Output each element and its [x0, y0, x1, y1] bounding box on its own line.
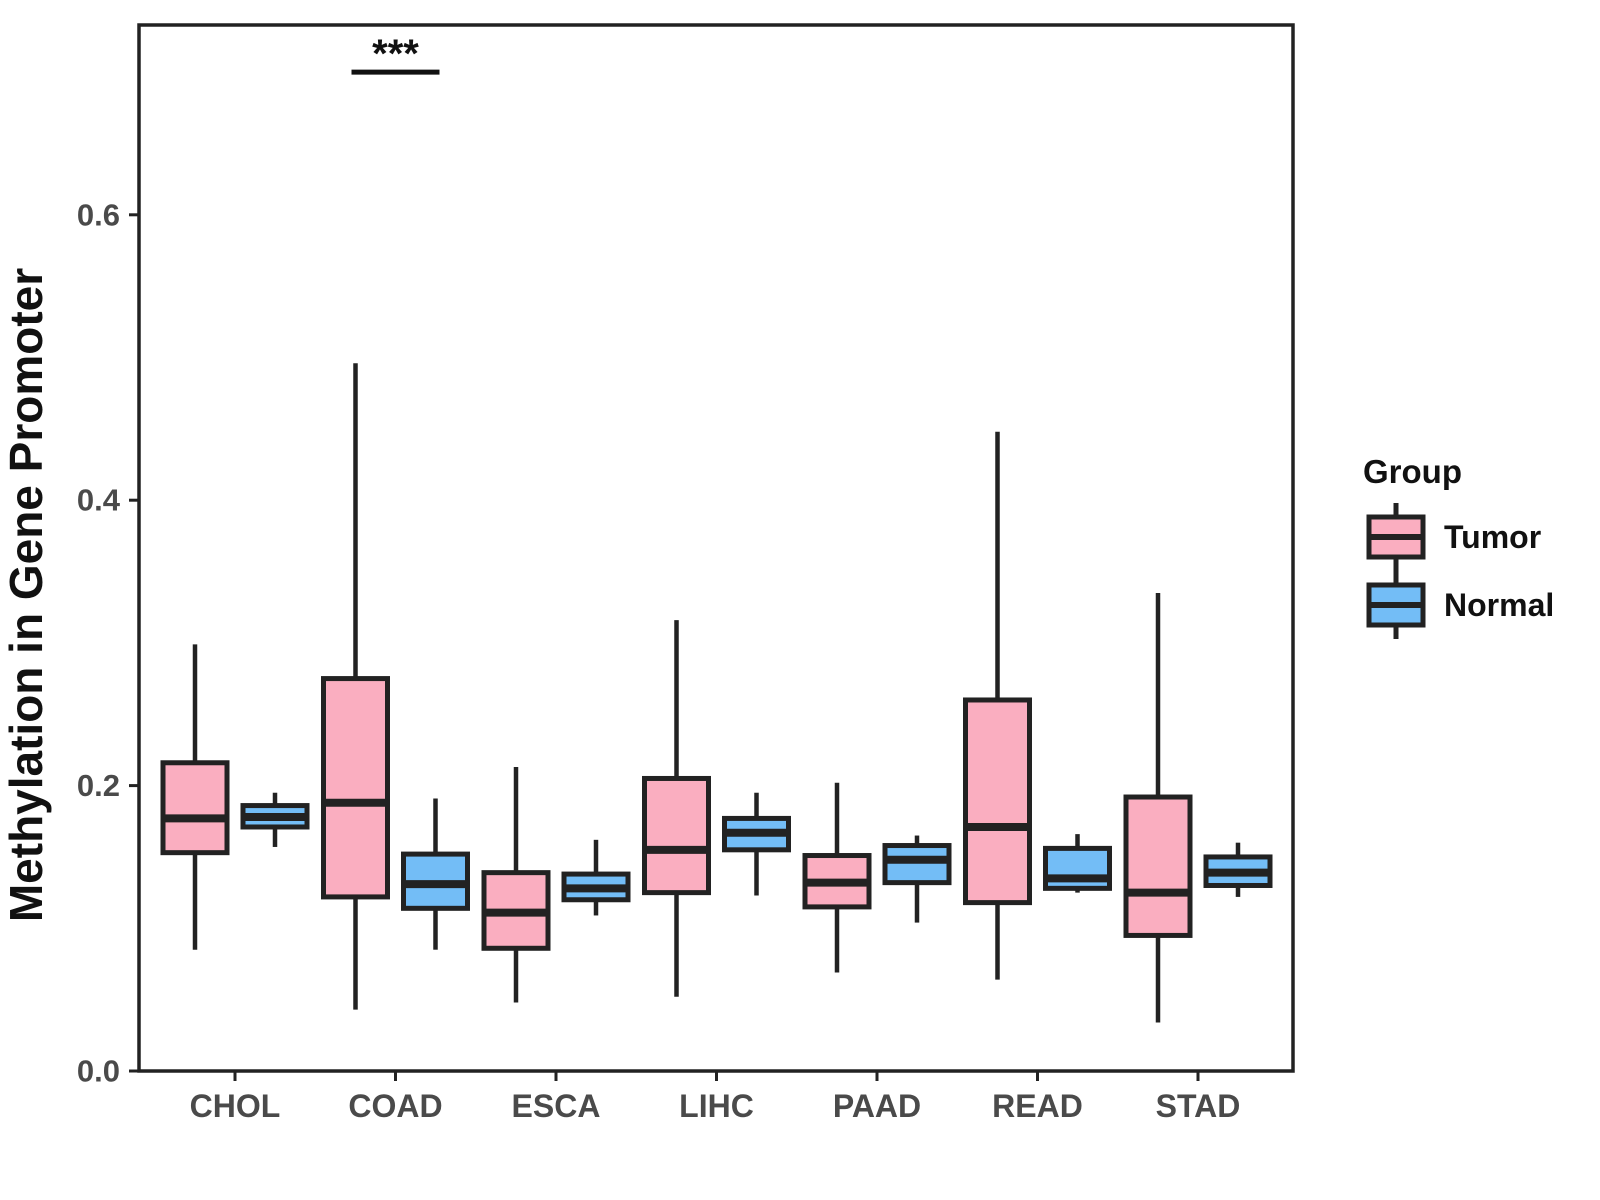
box-tumor-coad [321, 676, 390, 900]
box-tumor-chol [160, 760, 230, 856]
x-axis-tick-label-read: READ [992, 1088, 1083, 1124]
y-axis-tick-label: 0.4 [77, 483, 121, 518]
legend-label-normal: Normal [1444, 587, 1554, 623]
significance-stars: *** [372, 32, 419, 76]
x-axis-tick-label-paad: PAAD [833, 1088, 921, 1124]
x-axis-tick-label-stad: STAD [1156, 1088, 1241, 1124]
x-axis-tick-label-lihc: LIHC [679, 1088, 754, 1124]
box-normal-paad [882, 843, 952, 886]
x-axis-tick-label-esca: ESCA [512, 1088, 601, 1124]
box-tumor-read [963, 697, 1032, 906]
plot-panel-border [137, 23, 1295, 1073]
x-axis-tick-label-coad: COAD [348, 1088, 442, 1124]
y-axis-tick-label: 0.2 [77, 768, 120, 803]
y-axis-tick-label: 0.6 [77, 197, 120, 232]
box-tumor-stad [1123, 794, 1193, 938]
legend-title: Group [1363, 453, 1462, 490]
y-axis-tick-label: 0.0 [77, 1054, 120, 1089]
box-tumor-lihc [642, 775, 711, 896]
x-axis-tick-label-chol: CHOL [190, 1088, 281, 1124]
legend-label-tumor: Tumor [1444, 519, 1541, 555]
y-axis-title: Methylation in Gene Promoter [0, 268, 52, 922]
